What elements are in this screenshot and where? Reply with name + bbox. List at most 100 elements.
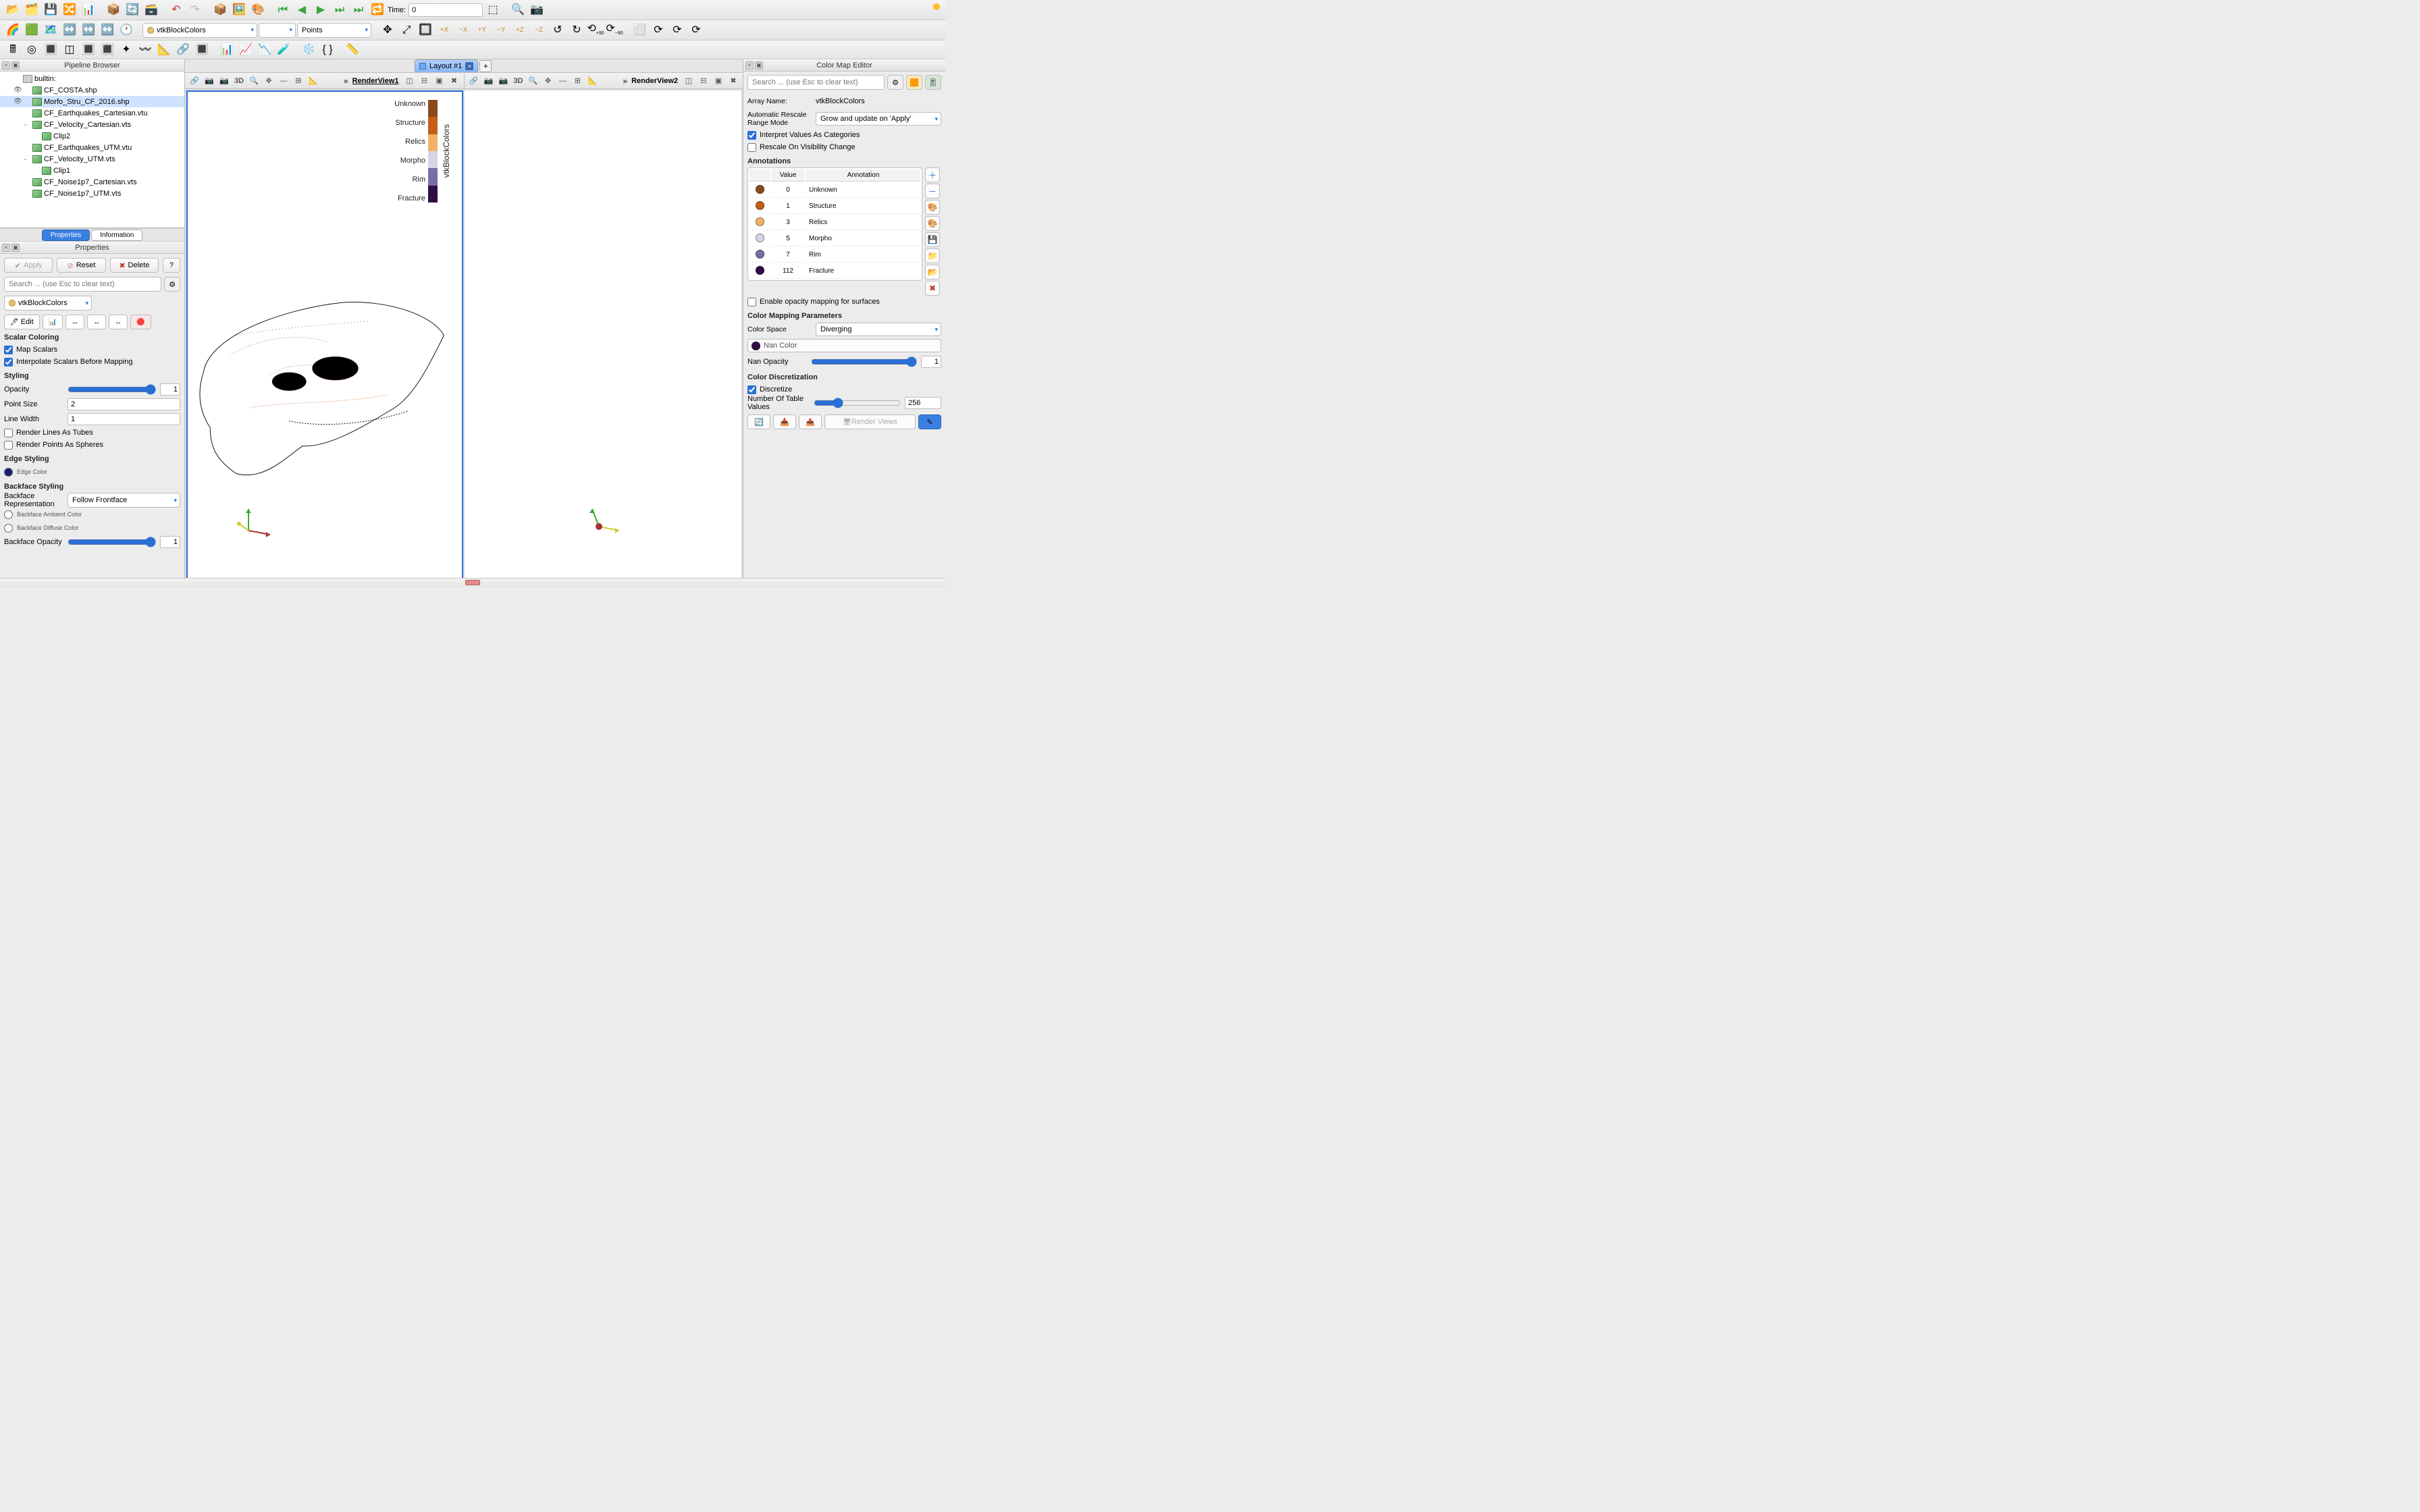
- rescale-icon[interactable]: ↔: [65, 315, 84, 329]
- first-frame-icon[interactable]: ⏮: [274, 1, 292, 19]
- clip-filter-icon[interactable]: 🔳: [42, 41, 59, 59]
- auto-render-toggle[interactable]: ✎: [918, 414, 941, 429]
- layout-tab[interactable]: Layout #1 ×: [415, 59, 478, 72]
- enable-opacity-checkbox[interactable]: Enable opacity mapping for surfaces: [747, 296, 941, 308]
- group-filter-icon[interactable]: 🔗: [174, 41, 192, 59]
- center-icon[interactable]: ✥: [262, 74, 275, 88]
- pipeline-item[interactable]: 👁CF_COSTA.shp: [0, 84, 184, 96]
- remove-annotation-icon[interactable]: －: [925, 184, 940, 198]
- add-layout-tab-icon[interactable]: +: [479, 60, 492, 72]
- rot-minus90-icon[interactable]: ⟳−90: [606, 22, 623, 39]
- axes-toggle-icon[interactable]: —: [277, 74, 290, 88]
- pipeline-item[interactable]: Clip1: [0, 165, 184, 176]
- backface-repr-combo[interactable]: Follow Frontface: [68, 493, 180, 508]
- recent-files-icon[interactable]: 🗂️: [23, 1, 41, 19]
- show-scalarbar-icon[interactable]: 📊: [43, 315, 63, 329]
- ntv-input[interactable]: [905, 397, 941, 409]
- cme-advanced-icon[interactable]: ⚙: [887, 75, 903, 90]
- split-h-icon[interactable]: ◫: [682, 74, 695, 88]
- find-data-icon[interactable]: 🔍: [509, 1, 527, 19]
- connect-icon[interactable]: 🔀: [61, 1, 78, 19]
- play-icon[interactable]: ▶: [312, 1, 330, 19]
- camera-redo-icon[interactable]: 📷: [217, 74, 231, 88]
- hover-select-icon[interactable]: ⟳: [687, 22, 705, 39]
- help-button[interactable]: ?: [163, 258, 180, 273]
- glyph-filter-icon[interactable]: ✦: [117, 41, 135, 59]
- delete-annotation-icon[interactable]: ✖: [925, 281, 940, 296]
- interpret-categories-checkbox[interactable]: Interpret Values As Categories: [747, 129, 941, 141]
- cme-search-input[interactable]: [747, 75, 885, 90]
- redo-icon[interactable]: ↷: [186, 1, 204, 19]
- threshold-filter-icon[interactable]: 🔳: [80, 41, 97, 59]
- colormap-icon[interactable]: 🌈: [4, 22, 22, 39]
- detach-panel-icon[interactable]: ▣: [11, 61, 20, 70]
- close-tab-icon[interactable]: ×: [465, 62, 473, 70]
- save-defaults-icon[interactable]: 📤: [799, 414, 822, 429]
- edit-colormap-button[interactable]: 🖊 Edit: [4, 315, 40, 329]
- annotation-row[interactable]: 1Structure: [749, 199, 920, 214]
- disconnect-icon[interactable]: 📊: [80, 1, 97, 19]
- ntv-slider[interactable]: [814, 398, 901, 408]
- render-view-1[interactable]: UnknownStructureRelicsMorphoRimFracture …: [186, 90, 463, 580]
- choose-preset-icon[interactable]: 💾: [925, 232, 940, 247]
- extract-icon[interactable]: 📦: [211, 1, 229, 19]
- annotation-row[interactable]: 7Rim: [749, 248, 920, 263]
- annotation-row[interactable]: 112Fracture: [749, 264, 920, 279]
- delete-button[interactable]: ✖Delete: [110, 258, 159, 273]
- python-icon[interactable]: ❄️: [300, 41, 317, 59]
- footer-grip-icon[interactable]: [465, 580, 480, 585]
- backface-ambient-row[interactable]: Backface Ambient Color: [4, 508, 180, 521]
- time-input[interactable]: [409, 3, 483, 17]
- rescale2-icon[interactable]: ↔: [87, 315, 106, 329]
- cme-sep-toggle-icon[interactable]: 🟧: [906, 75, 922, 90]
- color-palette-icon[interactable]: 🎨: [249, 1, 267, 19]
- view-3d-icon[interactable]: 3D: [512, 74, 525, 88]
- camera-redo-icon[interactable]: 📷: [497, 74, 510, 88]
- rot90cw-icon[interactable]: ↻: [568, 22, 585, 39]
- tab-information[interactable]: Information: [91, 230, 142, 241]
- load-preset-icon[interactable]: 📂: [925, 265, 940, 279]
- color-array-combo-props[interactable]: vtkBlockColors: [4, 296, 92, 310]
- annotation-row[interactable]: 5Morpho: [749, 232, 920, 246]
- rescale3-icon[interactable]: ↔: [109, 315, 128, 329]
- extract-filter-icon[interactable]: 🔳: [99, 41, 116, 59]
- pipeline-item[interactable]: CF_Noise1p7_Cartesian.vts: [0, 176, 184, 188]
- pipeline-item[interactable]: CF_Earthquakes_Cartesian.vtu: [0, 107, 184, 119]
- interpolate-scalars-checkbox[interactable]: Interpolate Scalars Before Mapping: [4, 356, 180, 368]
- interactive-select-icon[interactable]: ⟳: [668, 22, 686, 39]
- restore-defaults-icon[interactable]: 📥: [773, 414, 796, 429]
- warp-filter-icon[interactable]: 📐: [155, 41, 173, 59]
- edit-color-map-icon[interactable]: 🗺️: [42, 22, 59, 39]
- pipeline-item[interactable]: Clip2: [0, 130, 184, 142]
- pipeline-root[interactable]: builtin:: [0, 73, 184, 84]
- save-state-icon[interactable]: 🔄: [124, 1, 141, 19]
- stream-filter-icon[interactable]: 〰️: [136, 41, 154, 59]
- next-frame-icon[interactable]: ⏭: [331, 1, 348, 19]
- rot90cc-icon[interactable]: ↺: [549, 22, 567, 39]
- minus-y-icon[interactable]: −Y: [492, 22, 510, 39]
- add-all-icon[interactable]: 🎨: [925, 216, 940, 231]
- histogram-icon[interactable]: 📊: [218, 41, 236, 59]
- color-array-combo[interactable]: vtkBlockColors: [142, 23, 257, 38]
- orientation-icon[interactable]: ⊞: [571, 74, 585, 88]
- pipeline-item[interactable]: 👁Morfo_Stru_CF_2016.shp: [0, 96, 184, 107]
- pipeline-item[interactable]: −CF_Velocity_Cartesian.vts: [0, 119, 184, 130]
- center-icon[interactable]: ✥: [542, 74, 555, 88]
- opacity-slider[interactable]: [68, 384, 156, 395]
- pipeline-item[interactable]: CF_Noise1p7_UTM.vts: [0, 188, 184, 199]
- rescale-visible-icon[interactable]: ↔️: [99, 22, 116, 39]
- cme-presets-icon[interactable]: 🎚: [925, 75, 941, 90]
- axes-toggle-icon[interactable]: —: [556, 74, 570, 88]
- minus-z-icon[interactable]: −Z: [530, 22, 548, 39]
- detach-panel-icon[interactable]: ▣: [755, 61, 763, 70]
- rescale-temporal-icon[interactable]: 🕐: [117, 22, 135, 39]
- programmable-icon[interactable]: { }: [319, 41, 336, 59]
- render-spheres-checkbox[interactable]: Render Points As Spheres: [4, 439, 180, 451]
- save-preset-icon[interactable]: 📁: [925, 248, 940, 263]
- close-view-icon[interactable]: ✖: [448, 74, 461, 88]
- tab-properties[interactable]: Properties: [42, 230, 90, 241]
- rot-plus90-icon[interactable]: ⟲+90: [587, 22, 604, 39]
- apply-button[interactable]: ✔Apply: [4, 258, 53, 273]
- close-view-icon[interactable]: ✖: [727, 74, 740, 88]
- loop-icon[interactable]: 🔁: [369, 1, 386, 19]
